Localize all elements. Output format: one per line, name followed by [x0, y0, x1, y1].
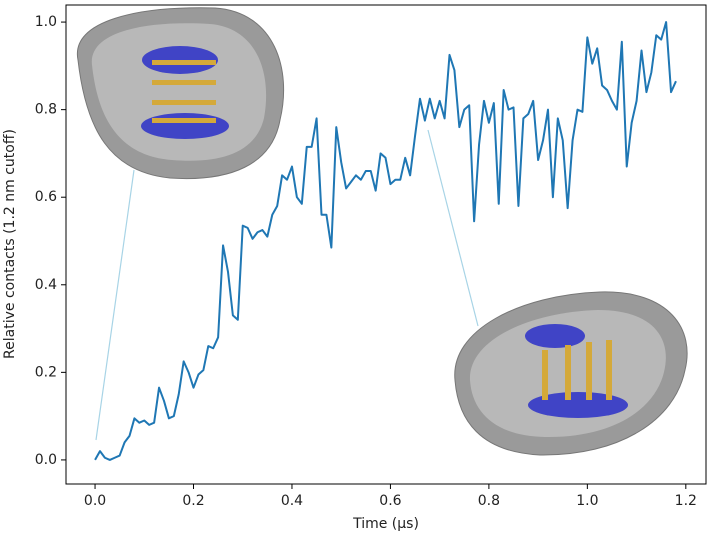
x-tick-label: 0.2	[182, 493, 204, 509]
plot-frame	[65, 4, 707, 485]
x-axis-label: Time (μs)	[352, 516, 419, 532]
x-tick-label: 0.0	[84, 493, 106, 509]
data-line	[94, 21, 677, 461]
inset-right	[427, 129, 688, 456]
y-tick-label: 0.0	[35, 452, 57, 468]
x-tick-label: 1.2	[675, 493, 697, 509]
x-tick-label: 0.6	[379, 493, 401, 509]
y-axis-label: Relative contacts (1.2 nm cutoff)	[2, 129, 18, 359]
x-tick-label: 0.8	[478, 493, 500, 509]
y-tick-label: 0.2	[35, 364, 57, 380]
x-tick-label: 0.4	[281, 493, 303, 509]
x-tick-label: 1.0	[576, 493, 598, 509]
y-tick-label: 0.8	[35, 102, 57, 118]
y-tick-label: 1.0	[35, 14, 57, 30]
y-tick-label: 0.4	[35, 277, 57, 293]
y-tick-label: 0.6	[35, 189, 57, 205]
inset-left	[76, 7, 285, 441]
